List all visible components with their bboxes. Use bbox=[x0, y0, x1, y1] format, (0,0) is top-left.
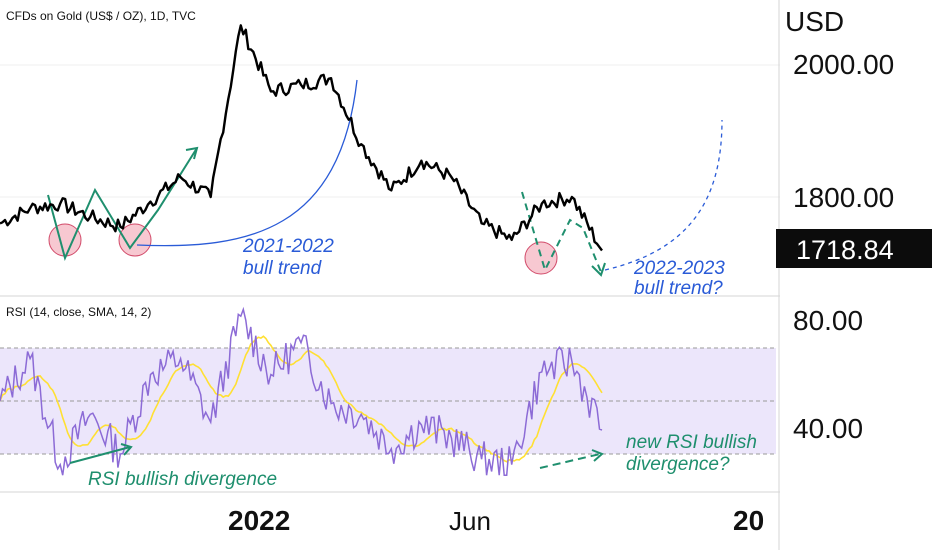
zigzag-arrow bbox=[47, 147, 198, 261]
bull-trend-projection bbox=[604, 119, 723, 271]
arrowhead-icon bbox=[591, 449, 604, 462]
time-label-2023-partial: 20 bbox=[733, 505, 764, 536]
price-series-line bbox=[0, 24, 603, 252]
price-tick-1800: 1800.00 bbox=[793, 182, 894, 213]
low-circle-marker bbox=[48, 223, 82, 257]
rsi-divergence-arrow bbox=[69, 446, 131, 464]
rsi-title: RSI (14, close, SMA, 14, 2) bbox=[6, 305, 151, 319]
rsi-annotations: RSI bullish divergence new RSI bullishdiv… bbox=[69, 432, 757, 490]
annotation-bull-2021-line1: 2021-2022 bbox=[242, 236, 334, 257]
annotation-rsi-new-line1: new RSI bullish bbox=[626, 432, 757, 453]
price-panel: CFDs on Gold (US$ / OZ), 1D, TVC 2021-20… bbox=[0, 9, 780, 299]
rsi-ma-line bbox=[0, 335, 603, 463]
rsi-panel: RSI (14, close, SMA, 14, 2) RSI bullish … bbox=[0, 305, 776, 490]
zigzag-dashed-arrow bbox=[521, 191, 602, 273]
price-tick-2000: 2000.00 bbox=[793, 49, 894, 80]
time-label-2022: 2022 bbox=[228, 505, 290, 536]
arrowhead-icon bbox=[120, 443, 133, 456]
bull-trend-curve bbox=[136, 79, 358, 247]
annotation-rsi-divergence: RSI bullish divergence bbox=[88, 469, 277, 490]
chart-title: CFDs on Gold (US$ / OZ), 1D, TVC bbox=[6, 9, 196, 23]
last-price-badge bbox=[776, 229, 932, 268]
rsi-new-divergence-arrow bbox=[539, 453, 601, 469]
rsi-tick-80: 80.00 bbox=[793, 305, 863, 336]
currency-label: USD bbox=[785, 6, 844, 37]
arrowhead-icon bbox=[185, 146, 199, 160]
annotation-bull-2022-line2: bull trend? bbox=[634, 278, 723, 299]
last-price-label: 1718.84 bbox=[796, 235, 894, 265]
time-label-jun: Jun bbox=[449, 506, 491, 536]
annotation-rsi-new-line2: divergence? bbox=[626, 454, 730, 475]
annotation-bull-2022-line1: 2022-2023 bbox=[633, 258, 725, 279]
rsi-line bbox=[0, 306, 603, 476]
annotation-bull-2021-line2: bull trend bbox=[243, 258, 323, 279]
rsi-tick-40: 40.00 bbox=[793, 413, 863, 444]
low-circle-marker bbox=[524, 241, 558, 275]
arrowhead-icon bbox=[591, 262, 606, 277]
